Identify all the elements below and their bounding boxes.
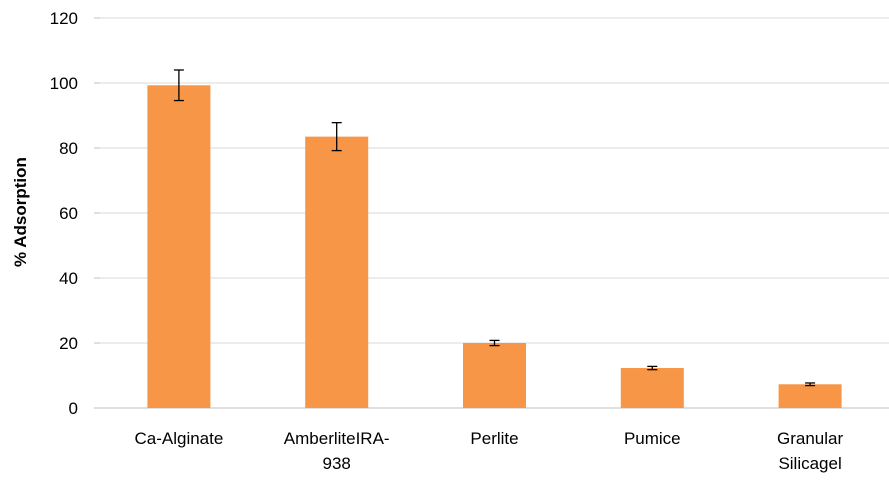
gridlines: [94, 17, 889, 409]
bar: [778, 384, 842, 408]
y-axis-ticks: 0 20 40 60 80 100 120: [50, 9, 78, 418]
y-tick-label: 120: [50, 9, 78, 28]
y-tick-label: 80: [59, 139, 78, 158]
y-tick-label: 20: [59, 334, 78, 353]
error-bars: [173, 69, 816, 387]
x-category-label: Silicagel: [778, 454, 841, 473]
x-category-label: Granular: [777, 429, 843, 448]
bar: [463, 343, 526, 408]
y-tick-label: 60: [59, 204, 78, 223]
x-category-label: Ca-Alginate: [134, 429, 223, 448]
x-category-label: Pumice: [624, 429, 681, 448]
bars: [147, 85, 842, 409]
x-category-label: 938: [323, 454, 351, 473]
x-axis-labels: Ca-Alginate AmberliteIRA- 938 Perlite Pumice…: [134, 429, 843, 473]
bar: [305, 136, 369, 408]
y-tick-label: 100: [50, 74, 78, 93]
bar: [147, 85, 211, 409]
y-axis-title: % Adsorption: [11, 157, 30, 267]
x-category-label: AmberliteIRA-: [284, 429, 390, 448]
y-tick-label: 0: [69, 399, 78, 418]
bar: [620, 368, 684, 408]
x-category-label: Perlite: [470, 429, 518, 448]
y-tick-label: 40: [59, 269, 78, 288]
